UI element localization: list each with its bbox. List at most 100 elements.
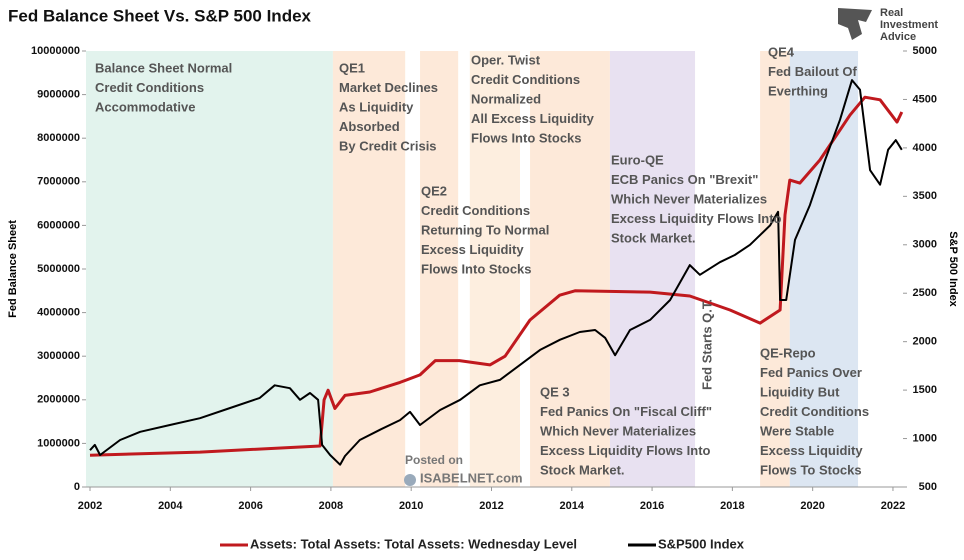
x-tick-label: 2016 [640, 500, 664, 512]
x-tick-label: 2006 [238, 500, 262, 512]
shaded-period [332, 51, 406, 487]
annotation: As Liquidity [339, 99, 414, 114]
annotation: Credit Conditions [421, 203, 530, 218]
logo: Real Investment Advice [838, 7, 938, 43]
annotation: Stock Market. [540, 462, 625, 477]
annotation: QE1 [339, 60, 365, 75]
annotation: Absorbed [339, 119, 400, 134]
annotation: Which Never Materializes [611, 191, 767, 206]
y2-tick-label: 5000 [913, 45, 937, 57]
annotation: By Credit Crisis [339, 138, 437, 153]
chart-title: Fed Balance Sheet Vs. S&P 500 Index [8, 6, 312, 25]
annotation: Fed Panics On "Fiscal Cliff" [540, 404, 712, 419]
shaded-period [530, 51, 610, 487]
annotation: Everthing [768, 83, 828, 98]
shaded-period [469, 51, 520, 487]
y-tick-label: 2000000 [37, 394, 80, 406]
annotation: Market Declines [339, 80, 438, 95]
annotation: Excess Liquidity Flows Into [611, 211, 782, 226]
y2-tick-label: 1500 [913, 384, 937, 396]
annotation: Balance Sheet Normal [95, 60, 232, 75]
annotation: Euro-QE [611, 152, 664, 167]
y-tick-label: 9000000 [37, 89, 80, 101]
logo-icon [838, 8, 872, 40]
y-tick-label: 8000000 [37, 132, 80, 144]
y2-tick-label: 2000 [913, 336, 937, 348]
x-tick-label: 2004 [158, 500, 183, 512]
x-tick-label: 2020 [800, 500, 824, 512]
y-tick-label: 1000000 [37, 437, 80, 449]
shaded-period [420, 51, 459, 487]
logo-text: Real [880, 7, 903, 19]
annotation: QE4 [768, 44, 795, 59]
annotation: ECB Panics On "Brexit" [611, 172, 758, 187]
annotation: QE 3 [540, 384, 570, 399]
y-tick-label: 3000000 [37, 350, 80, 362]
y-tick-label: 4000000 [37, 307, 80, 319]
annotations: Balance Sheet Normal Credit Conditions Acc… [95, 44, 869, 477]
watermark-icon [404, 474, 416, 486]
y2-tick-label: 3500 [913, 190, 937, 202]
watermark: ISABELNET.com [420, 470, 523, 485]
x-tick-label: 2008 [319, 500, 343, 512]
y2-tick-label: 3000 [913, 239, 937, 251]
x-tick-label: 2014 [560, 500, 585, 512]
y2-tick-label: 4500 [913, 93, 937, 105]
y2-tick-label: 500 [919, 481, 937, 493]
x-tick-label: 2002 [78, 500, 102, 512]
logo-text: Advice [880, 31, 916, 43]
watermark: Posted on [405, 453, 463, 467]
x-tick-label: 2018 [720, 500, 744, 512]
annotation: Liquidity But [760, 384, 840, 399]
axes: 0 1000000 2000000 3000000 4000000 5000000 6000… [31, 45, 937, 512]
series-line [89, 95, 904, 457]
shaded-period [789, 51, 859, 487]
shaded-period [760, 51, 790, 487]
y2-tick-label: 4000 [913, 142, 937, 154]
y-tick-label: 6000000 [37, 219, 80, 231]
y-tick-label: 7000000 [37, 176, 80, 188]
y-tick-label: 0 [74, 481, 80, 493]
y-axis-label: Fed Balance Sheet [7, 220, 19, 318]
annotation: Fed Panics Over [760, 365, 862, 380]
annotation: Were Stable [760, 423, 834, 438]
annotation: QE2 [421, 183, 447, 198]
annotation: Accommodative [95, 99, 195, 114]
y-tick-label: 5000000 [37, 263, 80, 275]
annotation: Flows Into Stocks [471, 130, 582, 145]
annotation: All Excess Liquidity [471, 111, 595, 126]
x-tick-label: 2010 [399, 500, 423, 512]
annotation: Fed Starts Q.T. [699, 299, 714, 390]
shaded-period [86, 51, 333, 487]
annotation: Credit Conditions [760, 404, 869, 419]
lines [89, 79, 904, 466]
y-tick-label: 10000000 [31, 45, 80, 57]
series-line [89, 79, 903, 466]
logo-text: Investment [880, 19, 938, 31]
annotation: Flows Into Stocks [421, 261, 532, 276]
legend-label: S&P500 Index [658, 536, 745, 551]
legend-label: Assets: Total Assets: Total Assets: Wedn… [250, 536, 577, 551]
legend: Assets: Total Assets: Total Assets: Wedn… [220, 536, 745, 551]
annotation: QE-Repo [760, 345, 816, 360]
x-tick-label: 2022 [881, 500, 905, 512]
y2-tick-label: 1000 [913, 432, 937, 444]
annotation: Flows To Stocks [760, 462, 862, 477]
annotation: Oper. Twist [471, 52, 541, 67]
annotation: Fed Bailout Of [768, 64, 858, 79]
annotation: Stock Market. [611, 230, 696, 245]
annotation: Credit Conditions [95, 80, 204, 95]
annotation: Excess Liquidity [760, 443, 863, 458]
annotation: Which Never Materializes [540, 423, 696, 438]
annotation: Credit Conditions [471, 72, 580, 87]
annotation: Returning To Normal [421, 222, 549, 237]
shaded-period [609, 51, 696, 487]
y2-axis-label: S&P 500 Index [947, 231, 959, 307]
annotation: Excess Liquidity [421, 242, 524, 257]
annotation: Excess Liquidity Flows Into [540, 443, 711, 458]
regions [86, 51, 859, 487]
x-tick-label: 2012 [479, 500, 503, 512]
y2-tick-label: 2500 [913, 287, 937, 299]
annotation: Normalized [471, 91, 541, 106]
